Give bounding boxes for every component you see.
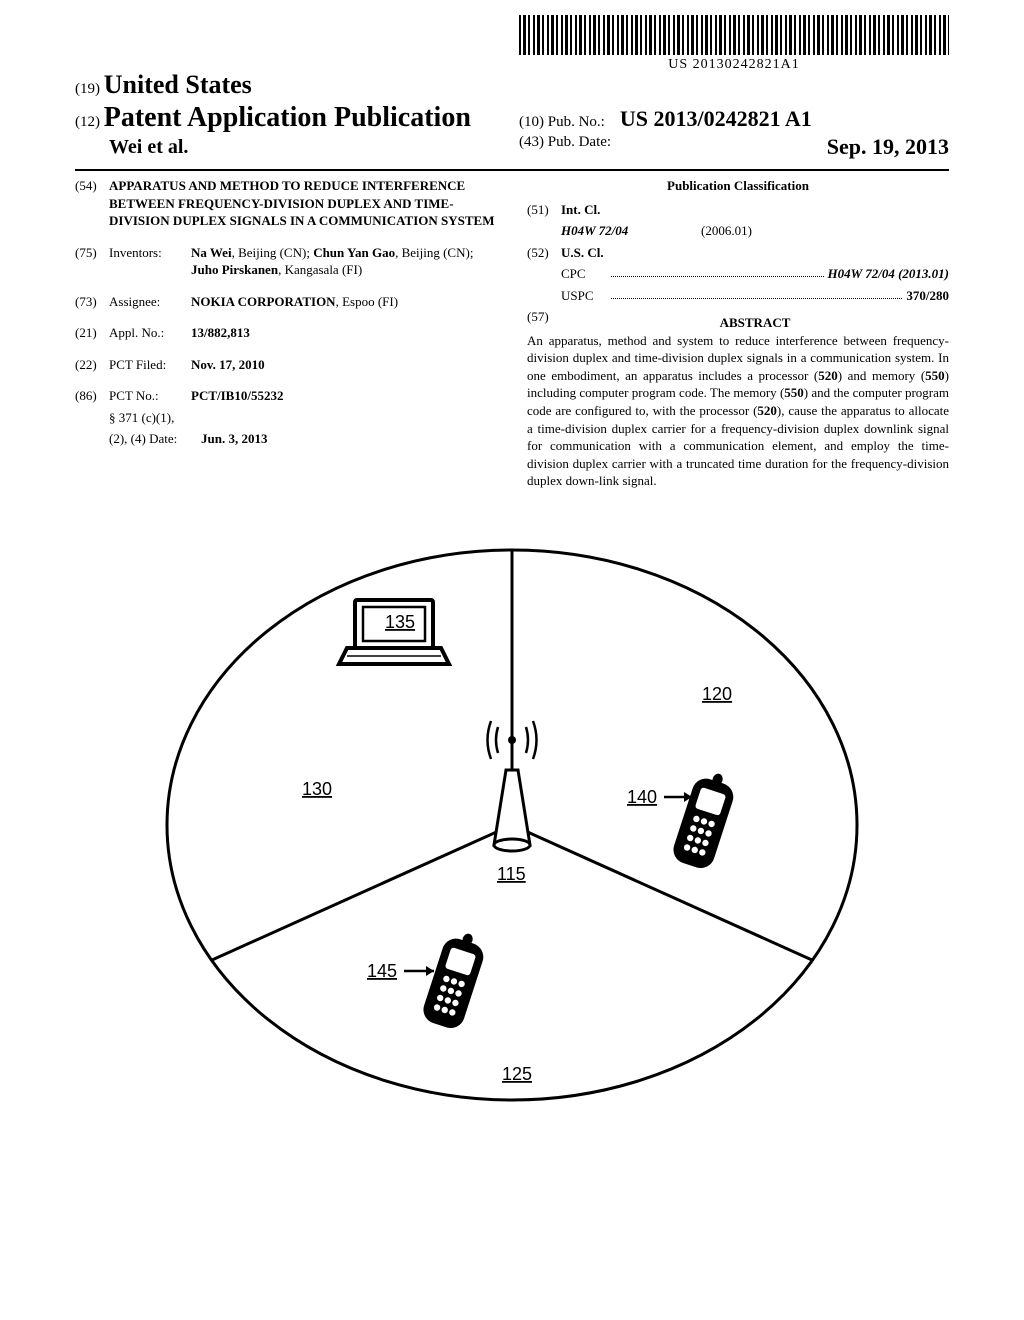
pubdate-value: Sep. 19, 2013 (827, 134, 949, 160)
doctype-name: Patent Application Publication (104, 102, 471, 133)
uspc-value: 370/280 (906, 287, 949, 305)
pubdate-code: (43) (519, 134, 544, 150)
inventor-3: Juho Pirskanen (191, 262, 278, 277)
title-code: (54) (75, 177, 109, 230)
intcl-code: (51) (527, 201, 561, 219)
intcl-value: H04W 72/04 (561, 222, 701, 240)
pubno-label: Pub. No.: (548, 114, 605, 130)
uscl-code: (52) (527, 244, 561, 262)
abstract-code: (57) (527, 308, 561, 332)
ref-120: 120 (702, 684, 732, 704)
classification-heading: Publication Classification (527, 177, 949, 195)
inventors-label: Inventors: (109, 244, 191, 279)
sector-line-icon (512, 825, 812, 960)
applno-label: Appl. No.: (109, 324, 191, 342)
laptop-icon (339, 600, 449, 664)
country-code: (19) (75, 81, 100, 97)
inv-sep1: , Beijing (CN); (232, 245, 314, 260)
inventor-2: Chun Yan Gao (313, 245, 395, 260)
country-name: United States (104, 70, 252, 99)
uscl-label: U.S. Cl. (561, 244, 949, 262)
assignee-code: (73) (75, 293, 109, 311)
dots-icon (611, 265, 824, 277)
inv-sep2: , Beijing (CN); (395, 245, 473, 260)
pubdate-label: Pub. Date: (548, 134, 611, 150)
abs-bold4: 520 (757, 403, 777, 418)
pctfiled-code: (22) (75, 356, 109, 374)
barcode-area: US 20130242821A1 (519, 15, 949, 73)
cpc-value: H04W 72/04 (2013.01) (828, 265, 949, 283)
ref-140: 140 (627, 787, 657, 807)
s371-date: Jun. 3, 2013 (201, 430, 497, 448)
s371-line1: § 371 (c)(1), (109, 409, 497, 427)
patent-figure: 135 120 130 115 125 140 145 (75, 515, 949, 1125)
pctfiled-label: PCT Filed: (109, 356, 191, 374)
inventors-code: (75) (75, 244, 109, 279)
abs-bold2: 550 (925, 368, 945, 383)
abs-bold3: 550 (784, 385, 804, 400)
applno-code: (21) (75, 324, 109, 342)
pctfiled-value: Nov. 17, 2010 (191, 356, 497, 374)
pctno-label: PCT No.: (109, 387, 191, 405)
right-column: Publication Classification (51) Int. Cl.… (527, 177, 949, 490)
assignee-label: Assignee: (109, 293, 191, 311)
barcode-icon (519, 15, 949, 55)
ref-115: 115 (497, 864, 526, 884)
figure-svg: 135 120 130 115 125 140 145 (142, 515, 882, 1125)
pubno-value: US 2013/0242821 A1 (620, 106, 812, 131)
inv-sep3: , Kangasala (FI) (278, 262, 362, 277)
s371-line2: (2), (4) Date: (109, 430, 201, 448)
ref-135: 135 (385, 612, 415, 632)
inventors-value: Na Wei, Beijing (CN); Chun Yan Gao, Beij… (191, 244, 497, 279)
country-line: (19) United States (75, 70, 949, 100)
dots-icon (611, 287, 902, 299)
applno-value: 13/882,813 (191, 324, 497, 342)
header-rule (75, 169, 949, 171)
intcl-year: (2006.01) (701, 222, 752, 240)
abstract-heading: ABSTRACT (561, 314, 949, 332)
pubno-code: (10) (519, 114, 544, 130)
assignee-loc: , Espoo (FI) (336, 294, 398, 309)
assignee-name: NOKIA CORPORATION (191, 294, 336, 309)
pubno-line: (10) Pub. No.: US 2013/0242821 A1 (519, 106, 949, 132)
phone-icon (670, 767, 740, 871)
ref-125: 125 (502, 1064, 532, 1084)
barcode-text: US 20130242821A1 (519, 57, 949, 73)
cpc-label: CPC (561, 265, 607, 283)
intcl-label: Int. Cl. (561, 201, 949, 219)
pctno-code: (86) (75, 387, 109, 405)
ref-145: 145 (367, 961, 397, 981)
abs-seg2: ) and memory ( (838, 368, 925, 383)
base-station-icon (488, 721, 537, 851)
assignee-value: NOKIA CORPORATION, Espoo (FI) (191, 293, 497, 311)
abs-bold1: 520 (818, 368, 838, 383)
arrow-head-icon (426, 966, 434, 976)
phone-icon (420, 927, 490, 1031)
abstract-text: An apparatus, method and system to reduc… (527, 332, 949, 490)
ref-130: 130 (302, 779, 332, 799)
pubdate-line: (43) Pub. Date: Sep. 19, 2013 (519, 134, 949, 160)
title-text: APPARATUS AND METHOD TO REDUCE INTERFERE… (109, 177, 497, 230)
doctype-code: (12) (75, 114, 100, 130)
uspc-label: USPC (561, 287, 607, 305)
left-column: (54) APPARATUS AND METHOD TO REDUCE INTE… (75, 177, 497, 490)
inventor-1: Na Wei (191, 245, 232, 260)
pctno-value: PCT/IB10/55232 (191, 387, 497, 405)
